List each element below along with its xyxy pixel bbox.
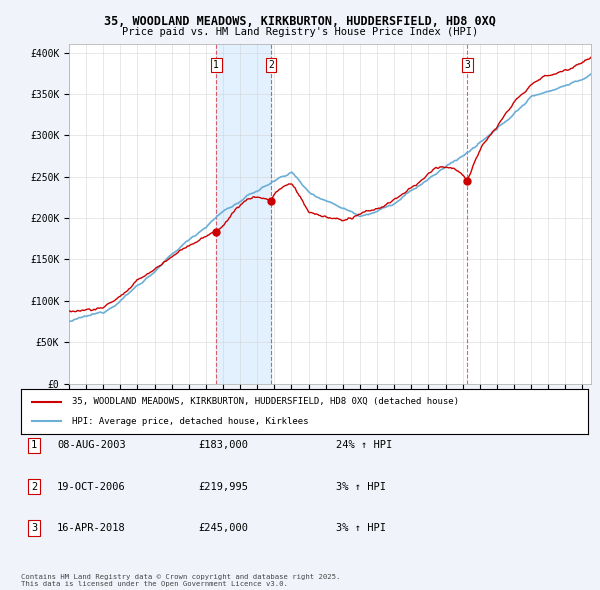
Text: 2: 2 (268, 60, 274, 70)
Text: 08-AUG-2003: 08-AUG-2003 (57, 441, 126, 450)
Text: 19-OCT-2006: 19-OCT-2006 (57, 482, 126, 491)
Bar (216, 44, 271, 384)
Text: 35, WOODLAND MEADOWS, KIRKBURTON, HUDDERSFIELD, HD8 0XQ: 35, WOODLAND MEADOWS, KIRKBURTON, HUDDER… (104, 15, 496, 28)
Text: HPI: Average price, detached house, Kirklees: HPI: Average price, detached house, Kirk… (72, 417, 308, 426)
Text: 3: 3 (31, 523, 37, 533)
Text: 3% ↑ HPI: 3% ↑ HPI (336, 523, 386, 533)
Text: 35, WOODLAND MEADOWS, KIRKBURTON, HUDDERSFIELD, HD8 0XQ (detached house): 35, WOODLAND MEADOWS, KIRKBURTON, HUDDER… (72, 397, 459, 407)
Text: Contains HM Land Registry data © Crown copyright and database right 2025.
This d: Contains HM Land Registry data © Crown c… (21, 574, 340, 587)
Text: 16-APR-2018: 16-APR-2018 (57, 523, 126, 533)
Text: 3: 3 (464, 60, 470, 70)
Text: £219,995: £219,995 (198, 482, 248, 491)
Text: Price paid vs. HM Land Registry's House Price Index (HPI): Price paid vs. HM Land Registry's House … (122, 27, 478, 37)
Text: £245,000: £245,000 (198, 523, 248, 533)
Text: £183,000: £183,000 (198, 441, 248, 450)
Text: 1: 1 (31, 441, 37, 450)
Text: 2: 2 (31, 482, 37, 491)
Text: 24% ↑ HPI: 24% ↑ HPI (336, 441, 392, 450)
Text: 1: 1 (213, 60, 219, 70)
Text: 3% ↑ HPI: 3% ↑ HPI (336, 482, 386, 491)
